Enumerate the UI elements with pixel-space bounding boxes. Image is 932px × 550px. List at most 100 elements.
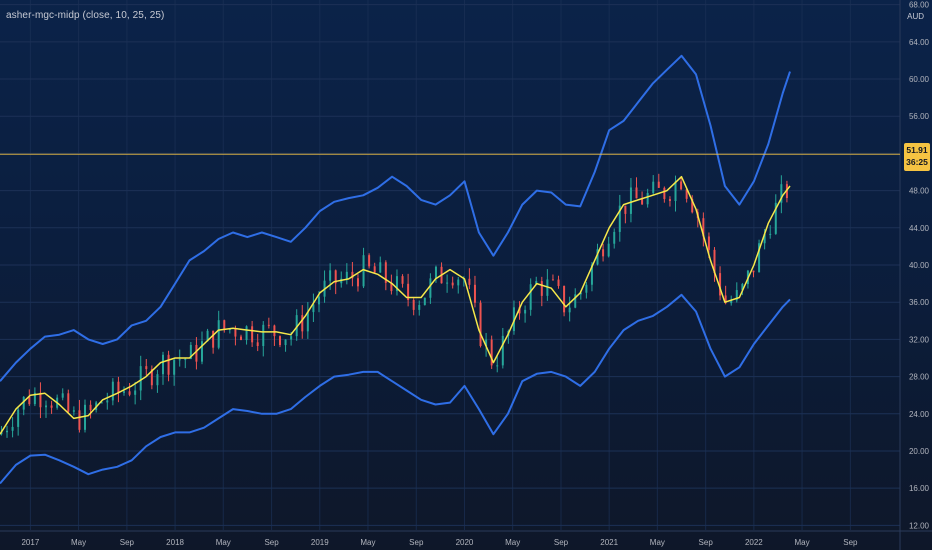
candle-body (629, 187, 632, 214)
candle-body (167, 354, 170, 375)
candle-body (540, 281, 543, 296)
candle-body (178, 359, 181, 361)
candle-body (173, 360, 176, 375)
candle-body (468, 278, 471, 285)
candle-body (451, 282, 454, 286)
candle-body (585, 284, 588, 293)
candle-body (607, 243, 610, 257)
candle-body (256, 342, 259, 347)
x-tick-label: 2022 (745, 538, 763, 547)
candle-body (317, 296, 320, 305)
candle-body (579, 292, 582, 295)
candle-body (273, 325, 276, 337)
candle-body (134, 390, 137, 395)
candle-body (496, 365, 499, 367)
y-tick-label: 36.00 (909, 298, 930, 307)
candle-body (290, 336, 293, 340)
candle-body (646, 192, 649, 205)
indicator-label[interactable]: asher-mgc-midp (close, 10, 25, 25) (6, 10, 165, 21)
candle-body (200, 341, 203, 362)
candle-body (251, 326, 254, 343)
candle-body (117, 381, 120, 393)
candle-body (33, 392, 36, 405)
candle-body (84, 404, 87, 430)
candle-body (407, 283, 410, 301)
candle-body (111, 381, 114, 401)
candle-body (278, 336, 281, 346)
candle-body (28, 396, 31, 405)
candle-body (223, 320, 226, 330)
candle-body (479, 302, 482, 346)
candle-body (245, 326, 248, 341)
candle-body (39, 392, 42, 408)
candle-body (50, 405, 53, 408)
candle-body (429, 278, 432, 298)
y-tick-label: 64.00 (909, 38, 930, 47)
candle-body (150, 369, 153, 386)
x-tick-label: Sep (120, 538, 135, 547)
candle-body (11, 426, 14, 431)
candle-body (557, 279, 560, 286)
lower-band-line[interactable] (0, 293, 791, 485)
candle-body (769, 233, 772, 235)
last-price-badge: 51.91 36:25 (904, 143, 930, 171)
candle-body (301, 315, 304, 332)
candle-body (45, 405, 48, 408)
x-tick-label: May (216, 538, 231, 547)
candle-body (356, 278, 359, 287)
y-tick-label: 60.00 (909, 75, 930, 84)
candle-body (362, 255, 365, 287)
candle-body (61, 393, 64, 398)
candle-body (691, 198, 694, 213)
candle-body (613, 231, 616, 244)
y-tick-label: 28.00 (909, 373, 930, 382)
candle-body (89, 404, 92, 411)
candle-body (635, 187, 638, 199)
candle-body (702, 218, 705, 237)
candle-body (758, 243, 761, 273)
candle-body (156, 374, 159, 386)
x-tick-label: 2021 (600, 538, 618, 547)
candle-body (334, 270, 337, 284)
candle-body (329, 270, 332, 281)
y-tick-label: 44.00 (909, 224, 930, 233)
y-tick-label: 24.00 (909, 410, 930, 419)
candle-body (518, 307, 521, 314)
candle-body (412, 300, 415, 310)
candle-body (713, 249, 716, 274)
candle-body (473, 284, 476, 303)
y-tick-label: 48.00 (909, 187, 930, 196)
candle-body (128, 391, 131, 395)
x-tick-label: 2018 (166, 538, 184, 547)
candle-body (262, 324, 265, 347)
candle-body (312, 304, 315, 313)
candle-body (22, 396, 25, 410)
candle-body (590, 264, 593, 285)
candle-body (390, 282, 393, 292)
candle-body (212, 330, 215, 348)
y-tick-label: 32.00 (909, 335, 930, 344)
candle-body (668, 199, 671, 202)
candle-body (195, 344, 198, 362)
candle-body (652, 181, 655, 193)
upper-band-line[interactable] (0, 54, 791, 382)
candle-body (395, 276, 398, 292)
x-tick-label: 2020 (456, 538, 474, 547)
y-tick-label: 56.00 (909, 112, 930, 121)
candle-body (100, 402, 103, 404)
bar-countdown: 36:25 (906, 157, 928, 167)
candle-body (551, 279, 554, 281)
midpoint-line[interactable] (0, 175, 791, 435)
candle-body (351, 271, 354, 279)
x-tick-label: Sep (843, 538, 858, 547)
candle-body (730, 300, 733, 304)
candle-body (602, 249, 605, 257)
currency-label: AUD (907, 12, 924, 21)
candle-body (6, 430, 9, 433)
candle-body (574, 294, 577, 308)
x-tick-label: May (71, 538, 86, 547)
candle-body (529, 284, 532, 310)
candle-body (490, 339, 493, 366)
